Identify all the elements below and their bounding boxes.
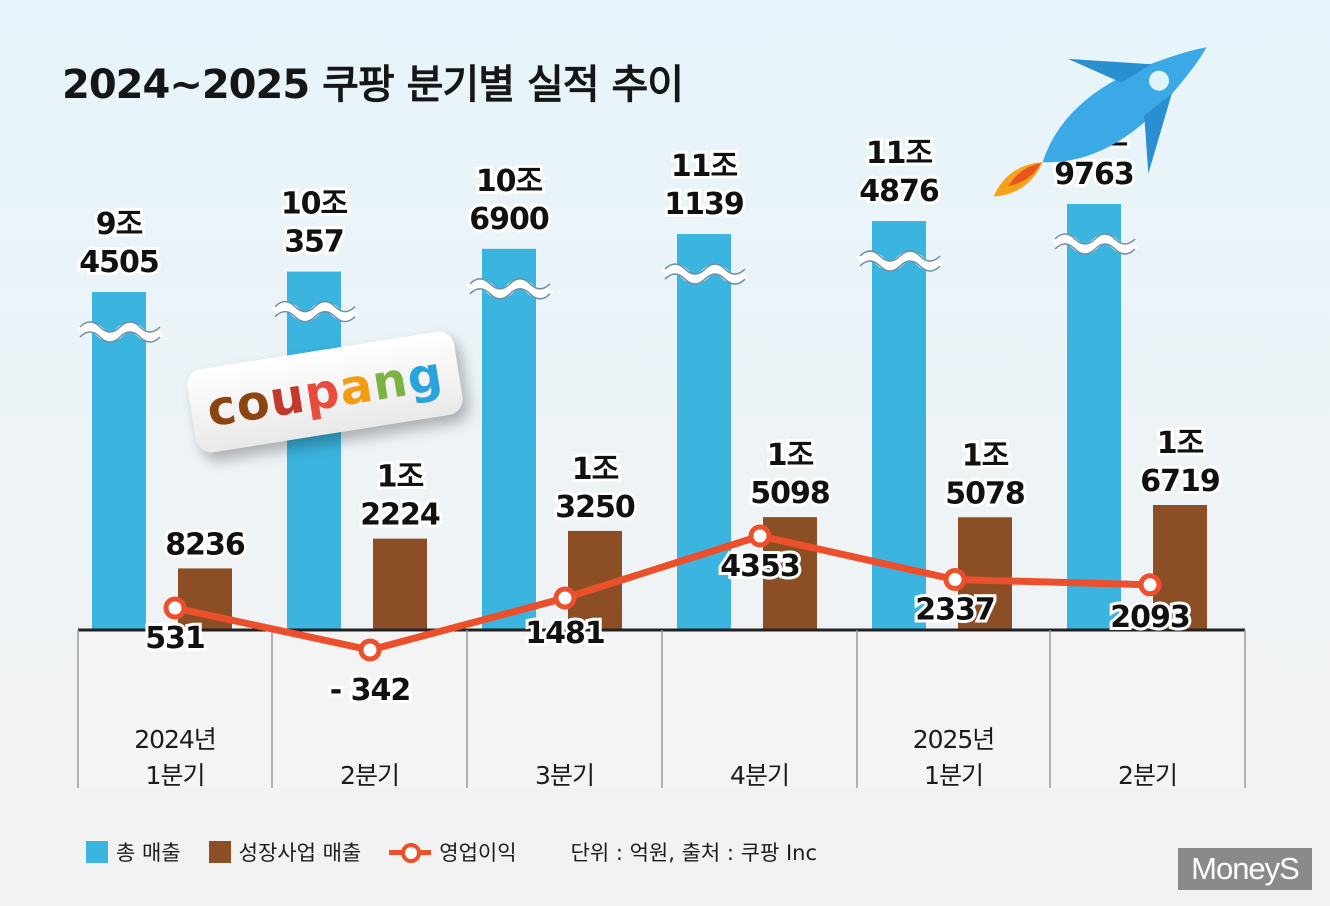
total-revenue-label-line1: 9조 [96,207,143,242]
category-quarter-label: 3분기 [535,761,594,790]
axis-break-mark [1051,234,1139,254]
total-revenue-bar [287,271,341,630]
axis-break-line [1054,243,1136,255]
category-quarter-label: 1분기 [924,761,983,790]
axis-break-line [1054,233,1136,245]
legend-label-operating-profit: 영업이익 [439,841,517,865]
total-revenue-label-line1: 10조 [476,164,543,199]
growth-revenue-label-line1: 1조 [572,452,619,487]
growth-revenue-label-line2: 2224 [360,498,440,533]
total-revenue-label-line2: 1139 [664,187,744,222]
total-revenue-label-line2: 4505 [79,245,159,280]
growth-revenue-label-line2: 3250 [555,490,635,525]
axis-break-line [469,278,551,290]
moneys-watermark: MoneyS [1178,848,1312,890]
growth-revenue-label-line2: 5098 [750,476,830,511]
growth-revenue-label-line1: 1조 [767,438,814,473]
operating-profit-point [943,568,967,592]
rocket-window [1148,70,1169,91]
growth-revenue-bar [373,538,427,630]
logo-letter: g [403,345,447,407]
total-revenue-label-line1: 10조 [281,187,348,222]
legend-swatch-total-revenue [86,841,108,863]
category-quarter-label: 4분기 [730,761,789,790]
chart-title: 2024~2025 쿠팡 분기별 실적 추이 [62,62,684,108]
total-revenue-label-line2: 9763 [1054,157,1134,192]
category-quarter-label: 2분기 [1118,761,1177,790]
growth-revenue-label-line2: 5078 [945,476,1025,511]
operating-profit-label: 2337 [915,593,995,628]
category-year-label: 2025년 [913,725,995,754]
legend: 총 매출 성장사업 매출 영업이익 단위 : 억원, 출처 : 쿠팡 Inc [86,834,817,870]
growth-revenue-bar [958,517,1012,630]
category-quarter-label: 1분기 [146,761,205,790]
growth-revenue-label-line2: 8236 [165,527,245,562]
operating-profit-label: 2093 [1110,600,1190,635]
axis-break-line [469,288,551,300]
axis-break-line [859,260,941,272]
operating-profit-point [163,596,187,620]
total-revenue-bar [92,292,146,630]
axis-break-line [79,331,161,343]
operating-profit-point [358,638,382,662]
axis-break-line [79,321,161,333]
legend-label-growth-revenue: 성장사업 매출 [238,841,362,865]
axis-break-mark [466,278,554,299]
legend-item-total-revenue: 총 매출 [86,837,181,867]
axis-break-line [274,310,356,323]
operating-profit-label: 4353 [720,549,800,584]
total-revenue-label-line1: 11조 [671,149,738,184]
total-revenue-label-line2: 357 [284,225,344,260]
rocket-fin-top [1068,58,1152,83]
total-revenue-bar [677,234,731,631]
axis-break-mark [856,251,944,271]
growth-revenue-label-line1: 1조 [377,460,424,495]
legend-swatch-growth-revenue [208,841,231,863]
operating-profit-point [1138,573,1162,597]
axis-break-line [664,263,746,275]
growth-revenue-label-line1: 1조 [962,438,1009,473]
axis-break-mark [271,301,359,322]
operating-profit-label: 531 [145,621,205,656]
operating-profit-label: - 342 [330,673,411,708]
legend-item-operating-profit: 영업이익 [389,837,517,867]
total-revenue-label-line1: 11조 [866,136,933,171]
legend-item-growth-revenue: 성장사업 매출 [208,837,362,867]
growth-revenue-label-line1: 1조 [1157,426,1204,461]
total-revenue-bar [482,248,536,631]
axis-break-line [274,300,356,313]
rocket-illustration [993,47,1207,197]
total-revenue-bar [1067,204,1121,630]
axis-break-line [859,250,941,262]
operating-profit-point [748,524,772,548]
operating-profit-point [553,586,577,610]
category-year-label: 2024년 [134,725,216,754]
units-source-note: 단위 : 억원, 출처 : 쿠팡 Inc [570,841,818,865]
total-revenue-label-line2: 4876 [859,174,939,209]
growth-revenue-label-line2: 6719 [1140,464,1220,499]
operating-profit-line [174,532,1151,654]
axis-break-line [664,273,746,285]
axis-break-mark [76,322,164,342]
legend-label-total-revenue: 총 매출 [116,841,181,865]
growth-revenue-bar [1153,505,1207,630]
operating-profit-label: 1481 [525,616,605,651]
legend-marker-operating-profit [389,841,432,863]
total-revenue-label-line2: 6900 [469,202,549,237]
axis-break-mark [661,264,749,285]
rocket-fin-bottom [1144,93,1172,174]
category-quarter-label: 2분기 [340,761,399,790]
rocket-flame-core [1008,163,1042,187]
